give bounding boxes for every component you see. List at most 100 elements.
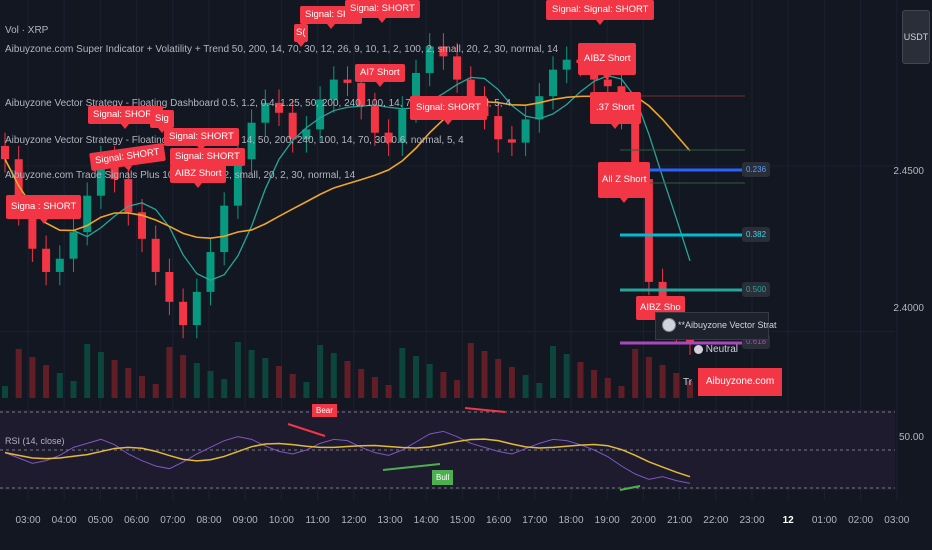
- candle: [55, 258, 64, 272]
- volume-bar: [577, 362, 584, 398]
- x-axis-tick-label: 15:00: [449, 515, 475, 526]
- rsi-bear-label: Bear: [312, 404, 337, 417]
- volume-bar: [29, 357, 36, 398]
- volume-bar: [15, 349, 22, 398]
- candle: [83, 195, 92, 233]
- candle: [1, 145, 9, 160]
- candle: [233, 159, 242, 206]
- signal-label: Sig: [150, 110, 174, 133]
- volume-bar: [330, 353, 337, 398]
- dashboard-footer-button[interactable]: Aibuyzone.com: [698, 368, 782, 396]
- volume-bar: [604, 378, 611, 398]
- volume-bar: [289, 374, 296, 398]
- x-axis-tick-label: 07:00: [160, 515, 186, 526]
- x-axis-tick-label: 03:00: [884, 515, 910, 526]
- x-axis-tick-label: 13:00: [377, 515, 403, 526]
- x-axis-tick-label: 14:00: [413, 515, 439, 526]
- candle: [357, 82, 366, 107]
- candle: [425, 46, 434, 73]
- candle: [28, 212, 37, 249]
- volume-bar: [687, 381, 693, 398]
- volume-bar: [303, 382, 310, 398]
- candle: [275, 102, 283, 113]
- volume-bar: [659, 365, 666, 398]
- x-axis-tick-label: 10:00: [268, 515, 294, 526]
- candle: [138, 212, 146, 239]
- candle: [261, 102, 270, 123]
- x-axis-tick-label: 03:00: [15, 515, 41, 526]
- rsi-legend[interactable]: RSI (14, close): [5, 436, 65, 446]
- x-axis-tick-label: 05:00: [87, 515, 113, 526]
- volume-bar: [344, 361, 351, 398]
- signal-label: Signa : SHORT: [6, 195, 82, 224]
- candle: [316, 99, 325, 130]
- x-axis-tick-label: 11:00: [305, 515, 330, 526]
- volume-bar: [673, 373, 680, 398]
- candle: [110, 159, 119, 180]
- signal-label: AIBZ Short: [170, 165, 227, 188]
- candle: [384, 132, 393, 143]
- candle: [370, 106, 379, 133]
- signal-label: Signal: SHORT: [410, 96, 487, 125]
- x-axis-tick-label: 18:00: [558, 515, 584, 526]
- volume-bar: [550, 346, 556, 398]
- rsi-bear-divergence: [464, 407, 506, 413]
- volume-bar: [358, 369, 365, 398]
- x-axis-tick-label: 01:00: [811, 515, 837, 526]
- candle: [507, 139, 516, 143]
- volume-bar: [413, 356, 419, 398]
- x-axis-tick-label: 06:00: [124, 515, 150, 526]
- volume-bar: [645, 357, 652, 398]
- ma-long-line: [4, 93, 691, 239]
- volume-bar: [618, 386, 625, 398]
- floating-dashboard[interactable]: **Aibuyzone Vector Strat: [655, 312, 777, 340]
- candle: [535, 96, 544, 120]
- indicator-legend-vector-1[interactable]: Aibuyzone Vector Strategy - Floating Das…: [5, 98, 511, 109]
- volume-bar: [385, 385, 392, 398]
- signal-label: Signal: SHORT: [164, 128, 239, 151]
- candle: [220, 205, 229, 253]
- candle: [247, 122, 256, 160]
- signal-label: All Z Short: [598, 162, 651, 203]
- volume-bar: [522, 375, 529, 398]
- volume-bar: [234, 342, 241, 398]
- x-axis-tick-label: 17:00: [522, 515, 548, 526]
- volume-bar: [56, 373, 63, 398]
- candle: [151, 238, 160, 272]
- candle: [96, 159, 105, 196]
- indicator-legend-super[interactable]: Aibuyzone.com Super Indicator + Volatili…: [5, 44, 559, 55]
- signal-label: AIBZ Short: [578, 43, 637, 80]
- rsi-bear-divergence: [287, 423, 326, 437]
- volume-bar: [495, 359, 502, 398]
- indicator-legend-vol[interactable]: Vol · XRP: [5, 25, 49, 36]
- volume-bar: [508, 367, 515, 398]
- candle: [631, 116, 640, 180]
- currency-badge[interactable]: USDT: [902, 10, 930, 64]
- x-axis-tick-label: 12:00: [341, 515, 367, 526]
- volume-bar: [467, 343, 474, 398]
- volume-bar: [207, 371, 214, 398]
- candle: [165, 271, 174, 302]
- volume-bar: [276, 366, 282, 398]
- candle: [494, 116, 503, 140]
- candle: [288, 112, 297, 140]
- x-axis-tick-label: 22:00: [703, 515, 729, 526]
- rsi-bull-divergence: [619, 485, 641, 491]
- candle: [549, 69, 557, 97]
- volume-bar: [536, 383, 543, 398]
- fib-level-label: 0.382: [742, 227, 771, 242]
- x-axis-tick-label: 21:00: [667, 515, 693, 526]
- candle: [42, 248, 51, 272]
- volume-bar: [371, 377, 378, 398]
- candle: [412, 72, 420, 110]
- x-axis-tick-label: 20:00: [630, 515, 656, 526]
- candle: [124, 179, 133, 213]
- candle: [302, 129, 311, 140]
- candle: [603, 79, 612, 87]
- candle: [562, 59, 571, 70]
- volume-bar: [193, 363, 200, 398]
- volume-bar: [481, 351, 488, 398]
- signal-label: Signal: SHORT: [345, 0, 420, 23]
- volume-bar: [70, 381, 77, 398]
